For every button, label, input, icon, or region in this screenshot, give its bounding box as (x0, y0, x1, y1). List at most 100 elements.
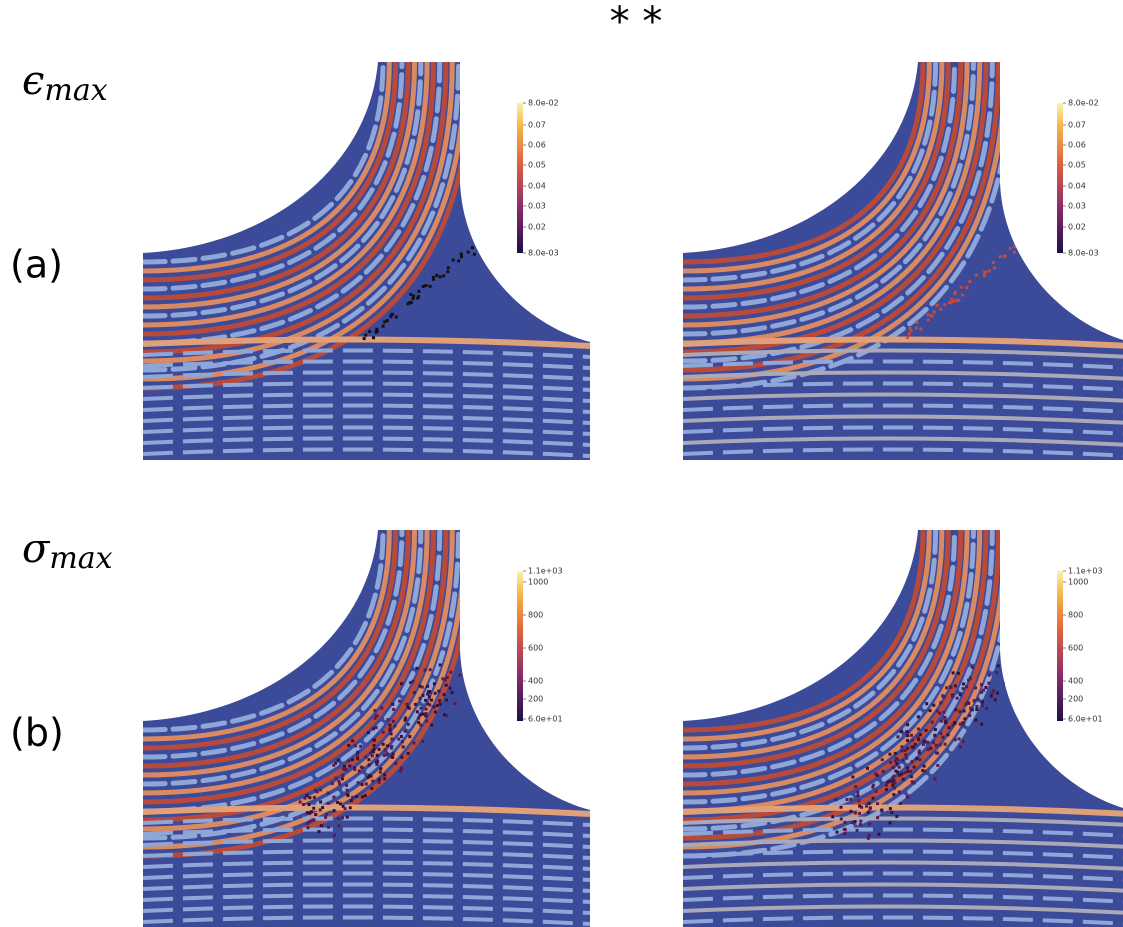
damage (372, 750, 376, 754)
damage (915, 757, 919, 761)
damage (361, 795, 365, 799)
damage (338, 782, 342, 786)
damage (409, 292, 413, 296)
damage (906, 746, 910, 750)
fibre (683, 359, 1123, 370)
fibre (683, 530, 926, 733)
damage (351, 795, 355, 799)
fibre (683, 370, 1123, 381)
damage (366, 731, 370, 735)
colorbar-label: 400 (528, 677, 543, 686)
damage (900, 745, 904, 749)
damage (303, 796, 307, 800)
damage (450, 691, 454, 695)
damage (943, 742, 947, 746)
damage (405, 702, 409, 706)
fibre (683, 62, 945, 292)
damage (345, 788, 349, 792)
colorbar-label: 0.04 (1068, 182, 1086, 191)
damage (916, 715, 920, 719)
damage (408, 735, 412, 739)
damage (916, 735, 920, 739)
damage (314, 813, 318, 817)
fibre (143, 530, 449, 823)
damage (362, 337, 366, 341)
damage (957, 737, 961, 741)
damage (955, 696, 959, 700)
damage (930, 720, 934, 724)
damage (897, 765, 901, 769)
damage (956, 671, 960, 675)
fibre (143, 882, 590, 893)
damage (993, 698, 997, 702)
damage (918, 758, 922, 762)
damage (896, 758, 900, 762)
damage (459, 252, 463, 256)
damage (435, 704, 439, 708)
damage (893, 759, 897, 763)
fibre (143, 893, 590, 904)
damage (364, 755, 368, 759)
damage (372, 743, 376, 747)
damage (899, 801, 903, 805)
damage (968, 713, 972, 717)
damage (910, 760, 914, 764)
fibre (683, 62, 939, 283)
damage (349, 799, 353, 803)
damage (458, 673, 462, 677)
damage (888, 779, 892, 783)
damage (437, 689, 441, 693)
colorbar-label: 800 (1068, 611, 1083, 620)
damage (446, 266, 450, 270)
damage (1013, 245, 1017, 249)
damage (936, 751, 940, 755)
damage (438, 275, 442, 279)
fibre (683, 403, 1123, 414)
damage (382, 753, 386, 757)
damage (334, 761, 338, 765)
colorbar-label: 200 (1068, 695, 1083, 704)
colorbar-label: 0.06 (1068, 141, 1086, 150)
damage (871, 783, 875, 787)
fibre (683, 530, 983, 814)
damage (449, 670, 453, 674)
damage (432, 682, 436, 686)
fibre (143, 370, 590, 381)
fibre (683, 915, 1123, 926)
damage (343, 807, 347, 811)
damage (375, 329, 379, 333)
damage (426, 702, 430, 706)
colorbar-label: 0.04 (528, 182, 546, 191)
damage (982, 273, 986, 277)
damage (412, 691, 416, 695)
damage (926, 313, 930, 317)
damage (905, 756, 909, 760)
damage (843, 832, 847, 836)
damage (974, 273, 978, 277)
damage (894, 757, 898, 761)
fibre (683, 530, 964, 787)
damage (342, 764, 346, 768)
damage (889, 760, 893, 764)
simulation-panel: 8.0e-02 0.07 0.06 0.05 0.04 0.03 0.02 8.0e-03 (143, 62, 590, 460)
damage (340, 816, 344, 820)
damage (991, 261, 995, 265)
subscript: max (49, 541, 112, 576)
damage (842, 827, 846, 831)
damage (388, 727, 392, 731)
damage (433, 710, 437, 714)
fibre (683, 530, 939, 751)
damage (319, 788, 323, 792)
damage (933, 777, 937, 781)
damage (406, 302, 410, 306)
fibre (683, 62, 932, 274)
damage (918, 733, 922, 737)
fibre (683, 827, 1123, 838)
damage (970, 708, 974, 712)
colorbar (517, 571, 523, 721)
damage (884, 783, 888, 787)
damage (881, 770, 885, 774)
damage (858, 823, 862, 827)
damage (914, 326, 918, 330)
